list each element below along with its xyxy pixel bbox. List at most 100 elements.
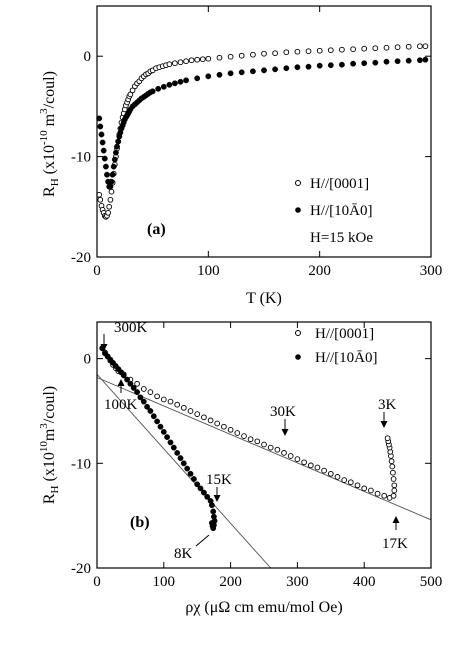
panel-b-point-1010 — [130, 384, 137, 391]
panel-b-point-0001 — [374, 490, 381, 497]
panel-b-point-1010 — [137, 394, 144, 401]
panel-b-point-0001 — [154, 393, 160, 400]
panel-a-point-1010 — [361, 60, 368, 67]
panel-a-point-0001 — [305, 48, 312, 55]
panel-a-legend-label-1010: H//[10Ā0] — [310, 203, 373, 219]
panel-b-point-1010 — [147, 408, 154, 414]
panel-b-legend: H//[0001] H//[10Ā0] — [295, 326, 378, 366]
panel-a-point-0001 — [422, 43, 429, 50]
panel-a-point-0001 — [272, 50, 278, 57]
panel-a-point-0001 — [316, 47, 323, 54]
panel-a-point-0001 — [188, 57, 195, 64]
panel-a-point-0001 — [405, 43, 412, 50]
panel-b-point-1010 — [154, 418, 161, 425]
panel-a-point-0001 — [350, 46, 356, 53]
panel-a-point-0001 — [172, 60, 178, 67]
panel-b-point-0001 — [254, 438, 261, 445]
panel-a-point-0001 — [216, 54, 223, 61]
panel-a-point-1010 — [316, 62, 323, 69]
panel-a-point-1010 — [238, 69, 245, 76]
panel-a-point-0001 — [327, 47, 334, 54]
panel-a: 0 100 200 300 0 -10 -20 T (K) RH (x10-10 m3/co… — [38, 5, 442, 307]
panel-a-point-1010 — [294, 64, 301, 71]
panel-b-point-0001 — [307, 462, 314, 469]
panel-a-point-1010 — [111, 156, 118, 163]
panel-a-x-tick-label: 100 — [197, 263, 220, 279]
panel-a-point-0001 — [199, 56, 206, 63]
panel-b-point-1010 — [177, 455, 184, 461]
panel-a-point-1010 — [394, 58, 401, 65]
panel-b-point-0001 — [281, 450, 287, 456]
panel-b-point-1010 — [160, 428, 167, 435]
panel-b-point-0001 — [174, 401, 181, 408]
panel-b-fit-lines — [96, 374, 432, 569]
panel-b-point-0001 — [227, 426, 234, 433]
panel-b-point-0001 — [388, 458, 395, 465]
panel-b-point-0001 — [214, 420, 221, 427]
panel-b-point-0001 — [294, 456, 301, 462]
arrow-3k-head — [380, 421, 388, 428]
panel-b-point-0001 — [241, 433, 247, 439]
panel-b-x-tick-label: 0 — [93, 574, 101, 590]
arrow-100k-head — [117, 379, 125, 386]
panel-a-point-1010 — [183, 77, 190, 84]
panel-a-point-1010 — [194, 75, 201, 82]
panel-a-point-1010 — [98, 131, 105, 138]
panel-a-point-0001 — [105, 209, 111, 216]
panel-a-point-0001 — [183, 58, 189, 65]
panel-b: 0 100 200 300 400 500 0 -10 -20 ρχ (μΩ cm emu/mo… — [38, 320, 442, 616]
panel-b-point-0001 — [390, 469, 396, 476]
panel-b-x-axis-label: ρχ (μΩ cm emu/mol Oe) — [185, 599, 342, 616]
panel-b-point-1010 — [150, 413, 157, 420]
panel-a-point-1010 — [100, 147, 107, 154]
panel-a-point-1010 — [205, 73, 212, 80]
panel-a-point-1010 — [110, 163, 117, 170]
panel-a-point-1010 — [272, 66, 278, 73]
panel-a-point-1010 — [108, 178, 115, 185]
panel-a-x-axis-label: T (K) — [246, 290, 282, 307]
panel-a-point-1010 — [249, 68, 256, 75]
panel-b-legend-marker-1010 — [295, 354, 301, 360]
panel-b-label: (b) — [130, 514, 150, 531]
arrow-17k-head — [392, 516, 400, 523]
panel-b-frame — [96, 321, 432, 569]
panel-a-point-0001 — [294, 48, 301, 55]
panel-b-point-0001 — [140, 386, 147, 392]
arrow-15k-head — [213, 495, 221, 502]
panel-a-marks — [96, 43, 429, 220]
panel-b-point-1010 — [194, 481, 201, 488]
annotation-17k: 17K — [382, 536, 408, 552]
panel-a-point-1010 — [171, 80, 178, 87]
panel-b-legend-marker-0001 — [295, 330, 301, 336]
panel-b-point-1010 — [120, 372, 127, 379]
arrow-8k — [195, 534, 210, 547]
panel-b-point-1010 — [170, 444, 177, 451]
panel-a-point-1010 — [350, 60, 356, 67]
panel-b-point-1010 — [157, 423, 164, 430]
panel-b-point-0001 — [390, 492, 397, 499]
panel-a-point-0001 — [227, 53, 234, 60]
panel-b-point-1010 — [210, 508, 217, 515]
panel-b-x-tick-label: 300 — [286, 574, 309, 590]
panel-a-point-1010 — [261, 67, 267, 74]
panel-b-y-axis-label: RH (x1010m3/coul) — [38, 386, 61, 504]
panel-a-ticks: 0 100 200 300 0 -10 -20 — [71, 6, 442, 279]
panel-b-point-1010 — [190, 476, 197, 482]
annotation-8k: 8K — [174, 546, 193, 562]
panel-a-point-1010 — [101, 155, 108, 162]
panel-b-point-0001 — [247, 436, 254, 443]
panel-b-point-1010 — [208, 502, 215, 509]
panel-a-point-0001 — [238, 52, 245, 59]
panel-a-frame — [96, 5, 432, 258]
panel-a-label: (a) — [147, 221, 166, 238]
panel-a-legend-marker-0001 — [295, 180, 301, 186]
panel-b-point-0001 — [147, 389, 154, 395]
panel-b-point-0001 — [180, 404, 187, 411]
annotation-15k: 15K — [206, 472, 232, 488]
panel-a-x-tick-label: 0 — [93, 263, 101, 279]
panel-a-point-1010 — [177, 78, 184, 85]
panel-b-point-0001 — [381, 492, 388, 499]
panel-b-point-0001 — [201, 414, 207, 421]
panel-b-point-0001 — [391, 482, 398, 489]
